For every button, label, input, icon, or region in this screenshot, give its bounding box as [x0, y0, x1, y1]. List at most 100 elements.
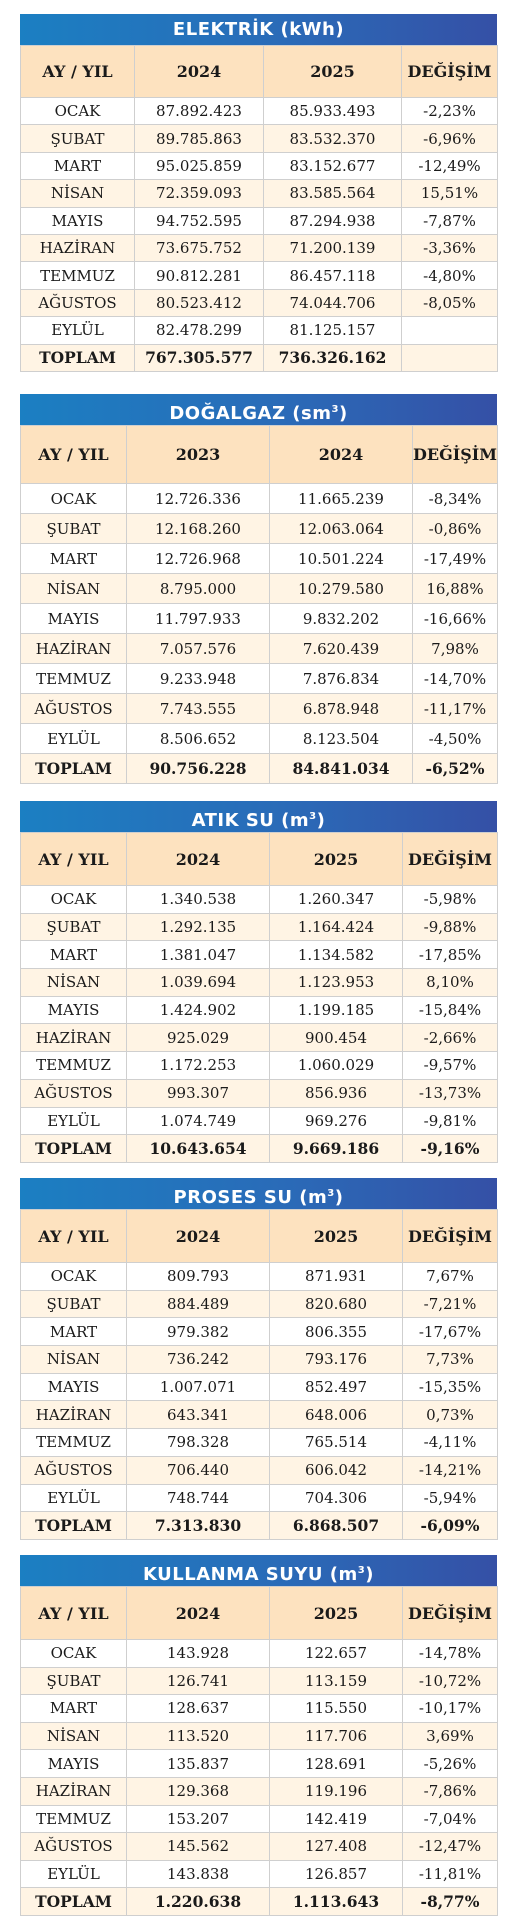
cell-year-a: 73.675.752 — [134, 233, 264, 263]
header-change: DEĞİŞİM — [402, 1209, 498, 1263]
cell-change: -12,49% — [401, 151, 498, 181]
cell-change: -7,04% — [402, 1804, 498, 1834]
title-superscript: 3 — [309, 811, 317, 822]
table-row: AĞUSTOS 706.440 606.042 -14,21% — [20, 1455, 498, 1485]
title-superscript: 3 — [357, 1565, 366, 1576]
cell-month: MART — [20, 1694, 127, 1723]
cell-change: -4,11% — [402, 1428, 498, 1457]
table-row: MART 979.382 806.355 -17,67% — [20, 1317, 498, 1347]
total-year-b: 9.669.186 — [269, 1134, 403, 1163]
cell-year-b: 128.691 — [269, 1749, 403, 1778]
table-row: HAZİRAN 7.057.576 7.620.439 7,98% — [20, 633, 498, 664]
total-month: TOPLAM — [20, 1511, 127, 1540]
cell-year-b: 7.620.439 — [269, 633, 413, 664]
cell-month: OCAK — [20, 1262, 127, 1291]
table-row: EYLÜL 8.506.652 8.123.504 -4,50% — [20, 723, 498, 754]
cell-year-a: 129.368 — [126, 1776, 270, 1806]
cell-year-b: 86.457.118 — [263, 261, 402, 290]
cell-change: -7,87% — [401, 206, 498, 235]
total-year-a: 90.756.228 — [126, 753, 270, 784]
cell-year-a: 748.744 — [126, 1483, 270, 1513]
total-year-a: 7.313.830 — [126, 1511, 270, 1540]
cell-year-b: 83.532.370 — [263, 124, 402, 153]
cell-year-b: 1.134.582 — [269, 940, 403, 970]
cell-year-b: 606.042 — [269, 1455, 403, 1485]
cell-year-b: 10.279.580 — [269, 573, 413, 604]
table-row: ŞUBAT 126.741 113.159 -10,72% — [20, 1666, 498, 1696]
table-row: NİSAN 72.359.093 83.585.564 15,51% — [20, 179, 498, 208]
cell-year-a: 72.359.093 — [134, 179, 264, 208]
cell-month: NİSAN — [20, 968, 127, 997]
cell-year-a: 126.741 — [126, 1666, 270, 1696]
cell-change: 7,98% — [412, 633, 498, 664]
cell-year-b: 127.408 — [269, 1832, 403, 1861]
cell-year-a: 798.328 — [126, 1428, 270, 1457]
cell-change: -8,34% — [412, 483, 498, 514]
table-row: MART 12.726.968 10.501.224 -17,49% — [20, 543, 498, 574]
table-row: AĞUSTOS 80.523.412 74.044.706 -8,05% — [20, 288, 498, 318]
cell-month: OCAK — [20, 1639, 127, 1668]
cell-change: -17,49% — [412, 543, 498, 574]
cell-change: -10,72% — [402, 1666, 498, 1696]
cell-year-b: 1.260.347 — [269, 885, 403, 914]
cell-year-b: 806.355 — [269, 1317, 403, 1347]
title-superscript: 3 — [327, 1188, 335, 1199]
header-year-b: 2024 — [269, 425, 413, 484]
cell-change: -15,84% — [402, 995, 498, 1025]
title-text-end: ) — [365, 1564, 374, 1585]
total-month: TOPLAM — [20, 343, 135, 372]
cell-year-a: 8.795.000 — [126, 573, 270, 604]
total-month: TOPLAM — [20, 1134, 127, 1163]
cell-month: OCAK — [20, 483, 127, 514]
table-row: MAYIS 94.752.595 87.294.938 -7,87% — [20, 206, 498, 235]
cell-change: -0,86% — [412, 513, 498, 544]
total-row: TOPLAM 1.220.638 1.113.643 -8,77% — [20, 1887, 498, 1916]
cell-year-a: 12.726.336 — [126, 483, 270, 514]
header-year-b: 2025 — [269, 832, 403, 886]
table-row: ŞUBAT 1.292.135 1.164.424 -9,88% — [20, 912, 498, 942]
cell-year-b: 115.550 — [269, 1694, 403, 1723]
table-row: EYLÜL 82.478.299 81.125.157 — [20, 316, 498, 345]
cell-month: HAZİRAN — [20, 1776, 127, 1806]
elektrik-table: ELEKTRİK (kWh) AY / YIL 2024 2025 DEĞİŞİM OCA… — [20, 14, 498, 372]
cell-year-a: 925.029 — [126, 1023, 270, 1053]
atik-su-title: ATIK SU (m3) — [20, 801, 497, 832]
cell-year-a: 979.382 — [126, 1317, 270, 1347]
total-year-a: 767.305.577 — [134, 343, 264, 372]
cell-year-b: 765.514 — [269, 1428, 403, 1457]
cell-year-a: 809.793 — [126, 1262, 270, 1291]
cell-year-b: 871.931 — [269, 1262, 403, 1291]
table-row: OCAK 1.340.538 1.260.347 -5,98% — [20, 885, 498, 914]
cell-change: -8,05% — [401, 288, 498, 318]
cell-year-b: 126.857 — [269, 1859, 403, 1889]
cell-month: EYLÜL — [20, 1483, 127, 1513]
cell-change: 15,51% — [401, 179, 498, 208]
title-text: ELEKTRİK (kWh) — [172, 19, 345, 40]
cell-month: MAYIS — [20, 995, 127, 1025]
total-year-b: 1.113.643 — [269, 1887, 403, 1916]
header-change: DEĞİŞİM — [412, 425, 498, 484]
cell-change — [401, 316, 498, 345]
cell-year-b: 900.454 — [269, 1023, 403, 1053]
cell-year-b: 142.419 — [269, 1804, 403, 1834]
cell-month: MAYIS — [20, 603, 127, 634]
total-month: TOPLAM — [20, 753, 127, 784]
header-year-b: 2025 — [263, 45, 402, 98]
cell-year-b: 7.876.834 — [269, 663, 413, 694]
cell-month: HAZİRAN — [20, 233, 135, 263]
cell-change: -12,47% — [402, 1832, 498, 1861]
cell-year-a: 87.892.423 — [134, 96, 264, 126]
total-year-b: 84.841.034 — [269, 753, 413, 784]
total-row: TOPLAM 10.643.654 9.669.186 -9,16% — [20, 1134, 498, 1163]
cell-month: ŞUBAT — [20, 912, 127, 942]
cell-change: -10,17% — [402, 1694, 498, 1723]
table-row: EYLÜL 143.838 126.857 -11,81% — [20, 1859, 498, 1889]
cell-month: AĞUSTOS — [20, 1455, 127, 1485]
total-year-b: 736.326.162 — [263, 343, 402, 372]
cell-change: -9,88% — [402, 912, 498, 942]
cell-year-a: 80.523.412 — [134, 288, 264, 318]
dogalgaz-grid: AY / YIL 2023 2024 DEĞİŞİM OCAK 12.726.336 11.… — [20, 425, 498, 784]
cell-year-b: 852.497 — [269, 1372, 403, 1402]
cell-month: MAYIS — [20, 206, 135, 235]
cell-change: -6,96% — [401, 124, 498, 153]
